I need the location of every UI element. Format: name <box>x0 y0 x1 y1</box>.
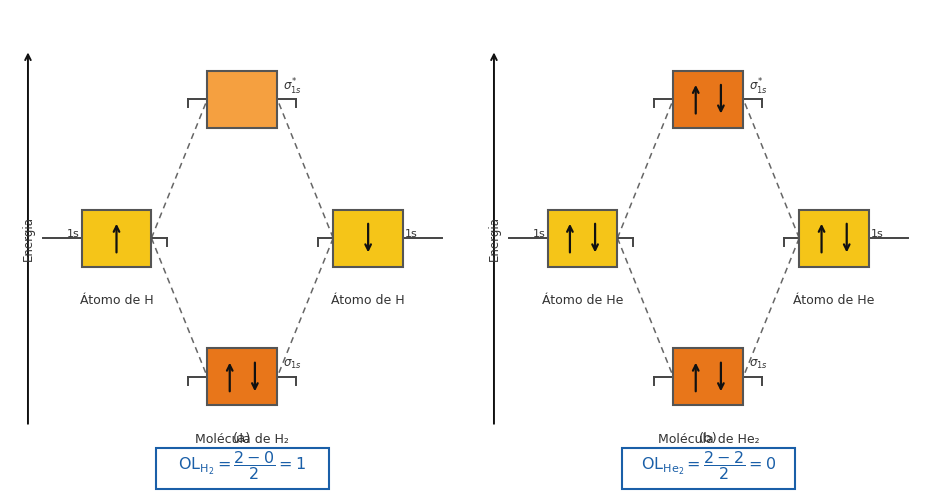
Bar <box>548 209 618 267</box>
Bar <box>673 348 744 406</box>
Bar <box>82 209 151 267</box>
Bar <box>207 348 278 406</box>
Text: 1s: 1s <box>533 229 545 239</box>
Text: Molécula de H₂: Molécula de H₂ <box>196 433 289 446</box>
Text: $\mathrm{OL}_{\mathrm{H_2}}= \dfrac{2-0}{2} = 1$: $\mathrm{OL}_{\mathrm{H_2}}= \dfrac{2-0}… <box>178 449 307 482</box>
Text: $\mathrm{OL}_{\mathrm{He_2}}= \dfrac{2-2}{2} = 0$: $\mathrm{OL}_{\mathrm{He_2}}= \dfrac{2-2… <box>641 449 775 482</box>
Text: 1s: 1s <box>67 229 79 239</box>
Text: 1s: 1s <box>405 229 418 239</box>
Text: Energia: Energia <box>487 216 500 260</box>
Text: 1s: 1s <box>871 229 884 239</box>
Text: Molécula de He₂: Molécula de He₂ <box>657 433 760 446</box>
Text: (b): (b) <box>699 433 718 445</box>
Text: Átomo de H: Átomo de H <box>332 294 404 307</box>
Text: Átomo de He: Átomo de He <box>793 294 875 307</box>
Bar <box>157 448 329 489</box>
Text: Átomo de H: Átomo de H <box>80 294 153 307</box>
Text: $\sigma_{1s}^{*}$: $\sigma_{1s}^{*}$ <box>749 76 768 97</box>
Bar <box>207 70 278 127</box>
Bar <box>673 70 744 127</box>
Text: $\sigma_{1s}^{*}$: $\sigma_{1s}^{*}$ <box>282 76 302 97</box>
Bar <box>800 209 869 267</box>
Text: Átomo de He: Átomo de He <box>541 294 624 307</box>
Text: (a): (a) <box>233 433 252 445</box>
Text: Energia: Energia <box>21 216 34 260</box>
Bar <box>623 448 794 489</box>
Text: $\sigma_{1s}$: $\sigma_{1s}$ <box>282 358 302 371</box>
Bar <box>334 209 404 267</box>
Text: $\sigma_{1s}$: $\sigma_{1s}$ <box>749 358 768 371</box>
